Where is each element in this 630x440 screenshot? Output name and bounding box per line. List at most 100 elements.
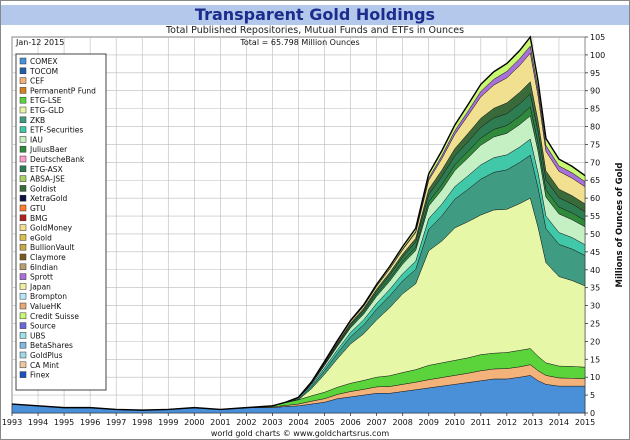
legend-swatch xyxy=(19,126,27,133)
legend-label: Credit Suisse xyxy=(30,312,79,321)
legend-swatch xyxy=(19,263,27,271)
legend-swatch xyxy=(19,302,27,310)
x-tick-label: 1996 xyxy=(80,418,100,427)
legend-label: PermanentP Fund xyxy=(30,86,96,95)
legend-swatch xyxy=(19,361,27,369)
legend-label: UBS xyxy=(30,331,46,340)
legend-swatch xyxy=(19,234,27,241)
legend-label: Source xyxy=(30,322,56,331)
legend-label: JuliusBaer xyxy=(29,145,68,154)
legend-swatch xyxy=(19,243,27,251)
x-tick-label: 1995 xyxy=(54,418,74,427)
y-tick-label: 0 xyxy=(590,409,595,418)
legend-label: IAU xyxy=(30,135,43,144)
legend-label: DeutscheBank xyxy=(30,155,85,164)
y-tick-label: 5 xyxy=(590,391,595,400)
legend-swatch xyxy=(19,165,27,173)
x-tick-label: 2000 xyxy=(184,418,204,427)
legend-label: ETF-Securities xyxy=(30,126,83,135)
legend-swatch xyxy=(19,371,27,378)
x-tick-label: 1993 xyxy=(2,418,22,427)
legend-swatch xyxy=(19,77,27,84)
legend-swatch xyxy=(19,145,27,153)
legend-label: Japan xyxy=(29,282,51,291)
legend-label: ETG-LSE xyxy=(30,96,62,105)
legend-label: ABSA-JSE xyxy=(30,175,65,184)
legend-swatch xyxy=(19,106,27,114)
legend-swatch xyxy=(19,214,27,222)
y-tick-label: 10 xyxy=(590,373,600,382)
x-tick-label: 2011 xyxy=(471,418,491,427)
legend-label: CEF xyxy=(30,77,44,86)
y-tick-label: 90 xyxy=(590,87,600,96)
x-tick-label: 2005 xyxy=(314,418,334,427)
x-tick-label: 2004 xyxy=(288,418,308,427)
legend-label: COMEX xyxy=(30,57,58,66)
total-label: Total = 65.798 Million Ounces xyxy=(239,38,359,47)
legend-label: BMG xyxy=(30,214,48,223)
x-tick-label: 2013 xyxy=(523,418,543,427)
legend-label: BullionVault xyxy=(30,243,74,252)
legend-box xyxy=(15,53,107,391)
legend-label: ZKB xyxy=(30,116,45,125)
y-axis-label: Millions of Ounces of Gold xyxy=(615,163,625,288)
y-tick-label: 35 xyxy=(590,284,600,293)
legend-label: XetraGold xyxy=(30,194,68,203)
y-tick-label: 65 xyxy=(590,176,600,185)
x-tick-label: 1997 xyxy=(106,418,126,427)
legend-label: GoldPlus xyxy=(30,351,63,360)
y-tick-label: 20 xyxy=(590,337,600,346)
x-tick-label: 2010 xyxy=(445,418,465,427)
legend-label: CA Mint xyxy=(30,361,59,370)
legend-label: ETG-ASX xyxy=(30,165,63,174)
legend-swatch xyxy=(19,341,27,349)
x-tick-label: 2012 xyxy=(497,418,517,427)
legend-label: Brompton xyxy=(30,292,67,301)
y-tick-label: 40 xyxy=(590,266,600,275)
total-holdings-line xyxy=(11,35,586,411)
x-tick-label: 2003 xyxy=(262,418,282,427)
y-tick-label: 80 xyxy=(590,123,600,132)
legend-label: ETG-GLD xyxy=(30,106,64,115)
total-line xyxy=(11,35,586,411)
stacked-areas xyxy=(11,36,586,414)
legend-swatch xyxy=(19,204,27,212)
y-tick-label: 25 xyxy=(590,319,600,328)
x-tick-label: 2007 xyxy=(366,418,386,427)
y-tick-label: 75 xyxy=(590,140,600,149)
legend-label: eGold xyxy=(30,233,52,242)
y-tick-label: 55 xyxy=(590,212,600,221)
y-tick-label: 105 xyxy=(590,33,605,42)
legend-label: TOCOM xyxy=(29,67,58,76)
legend-label: BetaShares xyxy=(30,341,73,350)
legend-swatch xyxy=(19,351,27,359)
title-banner xyxy=(1,5,629,25)
legend-swatch xyxy=(19,185,27,192)
legend-swatch xyxy=(19,116,27,124)
legend-swatch xyxy=(19,175,27,182)
legend-label: Finex xyxy=(30,371,50,380)
legend-label: Claymore xyxy=(30,253,66,262)
x-tick-label: 2014 xyxy=(549,418,569,427)
legend-swatch xyxy=(19,273,27,280)
y-tick-label: 45 xyxy=(590,248,600,257)
legend-swatch xyxy=(19,224,27,231)
x-tick-label: 2006 xyxy=(340,418,360,427)
legend-label: Sprott xyxy=(30,273,53,282)
x-tick-label: 1998 xyxy=(132,418,152,427)
y-tick-label: 30 xyxy=(590,302,600,311)
y-tick-label: 85 xyxy=(590,105,600,114)
legend-swatch xyxy=(19,57,27,65)
legend-label: ValueHK xyxy=(30,302,62,311)
y-tick-label: 60 xyxy=(590,194,600,203)
legend-swatch xyxy=(19,87,27,94)
legend-swatch xyxy=(19,194,27,202)
chart-title: Transparent Gold Holdings xyxy=(195,5,435,24)
x-tick-label: 2009 xyxy=(419,418,439,427)
x-tick-label: 2008 xyxy=(393,418,413,427)
chart-subtitle: Total Published Repositories, Mutual Fun… xyxy=(165,25,464,36)
legend-swatch xyxy=(19,322,27,329)
x-axis-ticks: 1993 1994 1995 1996 1997 1998 1999 2000 2001 2002… xyxy=(2,413,595,427)
